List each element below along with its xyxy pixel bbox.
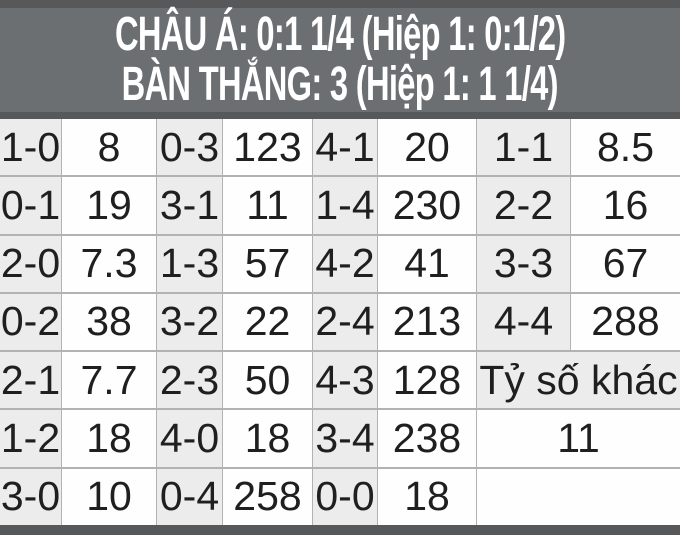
- odds-cell: 11: [223, 177, 312, 234]
- merged-cell: Tỷ số khác: [477, 352, 680, 409]
- score-cell: 4-1: [313, 119, 377, 176]
- score-cell: 3-4: [313, 410, 377, 467]
- score-cell: 4-2: [313, 235, 377, 292]
- odds-cell: 18: [62, 410, 156, 467]
- odds-cell: 238: [378, 410, 476, 467]
- odds-cell: 41: [378, 235, 476, 292]
- merged-cell: 11: [477, 410, 680, 467]
- score-cell: 0-0: [313, 468, 377, 525]
- score-cell: 0-1: [0, 177, 61, 234]
- odds-cell: 230: [378, 177, 476, 234]
- odds-cell: 8: [62, 119, 156, 176]
- odds-cell: 38: [62, 293, 156, 351]
- odds-cell: 20: [378, 119, 476, 176]
- bottom-divider: [0, 525, 680, 535]
- score-cell: 1-2: [0, 410, 61, 467]
- odds-cell: 258: [223, 468, 312, 525]
- score-cell: 3-1: [157, 177, 222, 234]
- score-cell: 2-3: [157, 352, 222, 409]
- score-cell: 0-3: [157, 119, 222, 176]
- score-cell: 4-0: [157, 410, 222, 467]
- odds-cell: 18: [223, 410, 312, 467]
- odds-cell: 19: [62, 177, 156, 234]
- score-cell: 3-0: [0, 468, 61, 525]
- odds-cell: 213: [378, 293, 476, 351]
- odds-cell: 128: [378, 352, 476, 409]
- odds-cell: 18: [378, 468, 476, 525]
- score-cell: 1-3: [157, 235, 222, 292]
- odds-cell: 8.5: [571, 119, 680, 176]
- merged-cell: [477, 468, 680, 525]
- odds-cell: 57: [223, 235, 312, 292]
- score-cell: 3-3: [477, 235, 570, 292]
- odds-cell: 67: [571, 235, 680, 292]
- header-divider: [0, 112, 680, 119]
- score-cell: 1-0: [0, 119, 61, 176]
- score-cell: 2-4: [313, 293, 377, 351]
- score-cell: 1-1: [477, 119, 570, 176]
- score-cell: 2-0: [0, 235, 61, 292]
- score-cell: 4-3: [313, 352, 377, 409]
- odds-cell: 123: [223, 119, 312, 176]
- odds-cell: 10: [62, 468, 156, 525]
- odds-table: 1-0 8 0-3 123 4-1 20 1-1 8.5 0-1 19 3-1 11 1-4 230 2-2…: [0, 119, 680, 525]
- odds-cell: 288: [571, 293, 680, 351]
- score-cell: 1-4: [313, 177, 377, 234]
- score-cell: 0-2: [0, 293, 61, 351]
- header-banner: CHÂU Á: 0:1 1/4 (Hiệp 1: 0:1/2) BÀN THẮN…: [0, 8, 680, 112]
- odds-cell: 50: [223, 352, 312, 409]
- odds-cell: 16: [571, 177, 680, 234]
- top-divider: [0, 0, 680, 8]
- score-cell: 0-4: [157, 468, 222, 525]
- goals-line: BÀN THẮNG: 3 (Hiệp 1: 1 1/4): [121, 58, 559, 111]
- odds-cell: 7.7: [62, 352, 156, 409]
- odds-cell: 22: [223, 293, 312, 351]
- odds-cell: 7.3: [62, 235, 156, 292]
- score-cell: 2-2: [477, 177, 570, 234]
- score-cell: 3-2: [157, 293, 222, 351]
- score-cell: 2-1: [0, 352, 61, 409]
- asian-handicap-line: CHÂU Á: 0:1 1/4 (Hiệp 1: 0:1/2): [114, 8, 566, 61]
- score-cell: 4-4: [477, 293, 570, 351]
